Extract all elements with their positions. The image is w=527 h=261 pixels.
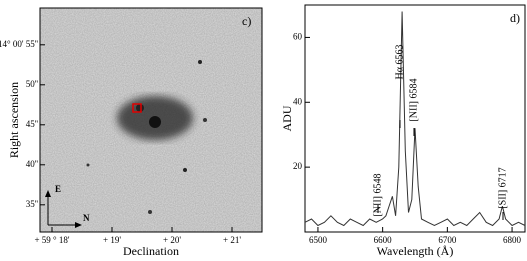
y-axis-label: ADU bbox=[280, 105, 294, 131]
plot-frame bbox=[304, 4, 526, 233]
spectrum-line bbox=[304, 11, 526, 227]
y-tick-label: 40'' bbox=[26, 159, 39, 169]
panel-label: c) bbox=[242, 14, 251, 28]
x-tick-label: + 21' bbox=[223, 235, 241, 245]
x-tick-label: 6700 bbox=[438, 235, 457, 245]
y-tick-label: 40 bbox=[293, 96, 303, 106]
panel-label: d) bbox=[510, 11, 520, 25]
annotation: [SII] 6717 bbox=[497, 167, 508, 208]
sky-image bbox=[40, 8, 262, 232]
x-tick-label: 6800 bbox=[503, 235, 522, 245]
plot-frame bbox=[39, 7, 263, 233]
y-tick-label: 60 bbox=[293, 31, 303, 41]
annotation: [NII] 6584 bbox=[408, 78, 419, 121]
x-tick-label: 6600 bbox=[374, 235, 393, 245]
y-tick-label: 45'' bbox=[26, 119, 39, 129]
x-axis-label: Wavelength (Å) bbox=[377, 244, 454, 258]
x-tick-label: + 59 ° 18' bbox=[34, 235, 69, 245]
y-tick-label: 20 bbox=[293, 161, 303, 171]
y-tick-label: 14° 00' 55'' bbox=[0, 39, 38, 49]
y-tick-label: 50'' bbox=[26, 79, 39, 89]
x-axis-label: Declination bbox=[123, 244, 179, 258]
annotation: Hα 6563 bbox=[394, 45, 405, 80]
x-tick-label: + 20' bbox=[163, 235, 181, 245]
compass-label: E bbox=[55, 184, 61, 194]
y-tick-label: 35'' bbox=[26, 199, 39, 209]
annotation: [NII] 6548 bbox=[372, 173, 383, 216]
compass-label: N bbox=[83, 213, 90, 223]
x-tick-label: 6500 bbox=[309, 235, 328, 245]
y-axis-label: Right ascension bbox=[7, 82, 21, 158]
x-tick-label: + 19' bbox=[103, 235, 121, 245]
